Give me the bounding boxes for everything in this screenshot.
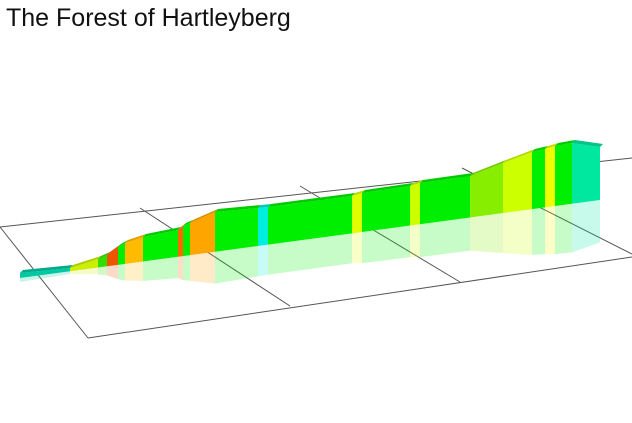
reflection xyxy=(178,256,183,281)
profile-segment xyxy=(555,143,572,207)
profile-top-shade xyxy=(20,265,73,273)
profile-top-shade xyxy=(190,209,218,223)
reflection xyxy=(107,264,118,280)
profile-segment xyxy=(532,149,545,210)
profile-top xyxy=(143,227,181,237)
profile-segment xyxy=(470,163,503,218)
profile-top xyxy=(178,223,186,230)
profile-top xyxy=(268,193,355,207)
reflection xyxy=(125,261,143,282)
reflection xyxy=(555,203,572,255)
profile-top xyxy=(410,180,423,186)
profile-top xyxy=(362,183,413,193)
profile-top xyxy=(470,160,506,176)
profile-top-shade xyxy=(470,160,506,176)
grid-line xyxy=(0,226,89,339)
profile-segment xyxy=(118,243,125,265)
profile-top-shade xyxy=(352,190,365,196)
reflection xyxy=(532,207,545,255)
profile-top xyxy=(503,149,535,163)
reflection xyxy=(470,213,503,254)
grid-line xyxy=(139,207,291,307)
profile-top xyxy=(420,173,473,183)
profile-top xyxy=(20,265,73,273)
profile-segment xyxy=(98,255,107,268)
profile-segment xyxy=(70,259,98,272)
reflection xyxy=(362,225,410,264)
profile-top xyxy=(98,252,110,259)
profile-top xyxy=(555,140,575,146)
profile-top-shade xyxy=(98,252,110,259)
elevation-profile xyxy=(20,140,603,284)
profile-top xyxy=(183,220,193,226)
profile-top-shade xyxy=(555,140,575,146)
profile-segment xyxy=(215,208,258,252)
profile-top-shade xyxy=(362,183,413,193)
profile-top xyxy=(258,204,271,208)
reflection xyxy=(98,266,107,276)
profile-top xyxy=(545,143,558,149)
reflection xyxy=(420,217,470,258)
profile-segment xyxy=(362,186,410,233)
reflection xyxy=(545,206,555,255)
reflection xyxy=(70,267,98,275)
profile-segment xyxy=(183,223,190,257)
profile-top-shade xyxy=(258,204,271,208)
profile-top xyxy=(125,234,146,243)
profile-segment xyxy=(125,237,143,264)
profile-top-shade xyxy=(532,146,548,152)
profile-segment xyxy=(545,146,555,208)
reflection xyxy=(572,199,600,253)
profile-top-shade xyxy=(503,149,535,163)
reflection xyxy=(20,271,70,282)
profile-top-shade xyxy=(183,220,193,226)
reflection xyxy=(143,256,178,282)
profile-top-shade xyxy=(107,244,121,255)
reflection xyxy=(352,232,362,264)
profile-segment xyxy=(268,196,352,245)
profile-segment xyxy=(190,212,215,256)
profile-segment xyxy=(178,226,183,257)
profile-top xyxy=(215,205,261,212)
profile-top-shade xyxy=(545,143,558,149)
profile-top-shade xyxy=(215,205,261,212)
profile-top xyxy=(352,190,365,196)
profile-top-shade xyxy=(125,234,146,243)
profile-top-shade xyxy=(118,240,128,247)
profile-segment xyxy=(258,207,268,246)
profile-top-shade xyxy=(70,256,101,268)
profile-top-shade xyxy=(420,173,473,183)
reflection xyxy=(410,224,420,258)
reflection xyxy=(503,209,532,255)
profile-segment xyxy=(572,143,600,204)
reflection xyxy=(183,255,190,281)
profile-top xyxy=(107,244,121,255)
profile-top-shade xyxy=(410,180,423,186)
profile-segment xyxy=(107,247,118,267)
profile-segment xyxy=(20,268,70,278)
reflection xyxy=(118,263,125,281)
profile-top-shade xyxy=(268,193,355,207)
profile-top xyxy=(572,140,603,147)
reflection xyxy=(190,251,215,284)
reflection xyxy=(268,233,352,275)
profile-segment xyxy=(410,183,420,226)
profile-segment xyxy=(420,176,470,225)
reflection xyxy=(258,244,268,277)
title: The Forest of Hartleyberg xyxy=(6,4,291,32)
profile-top xyxy=(70,256,101,268)
profile-top-shade xyxy=(143,227,181,237)
reflection xyxy=(215,245,258,284)
profile-segment xyxy=(503,152,532,214)
profile-top xyxy=(190,209,218,223)
profile-top-shade xyxy=(572,140,603,147)
grid-line xyxy=(87,256,632,339)
profile-segment xyxy=(352,193,362,234)
profile-segment xyxy=(143,230,178,262)
profile-top xyxy=(118,240,128,247)
profile-top xyxy=(532,146,548,152)
profile-top-shade xyxy=(178,223,186,230)
